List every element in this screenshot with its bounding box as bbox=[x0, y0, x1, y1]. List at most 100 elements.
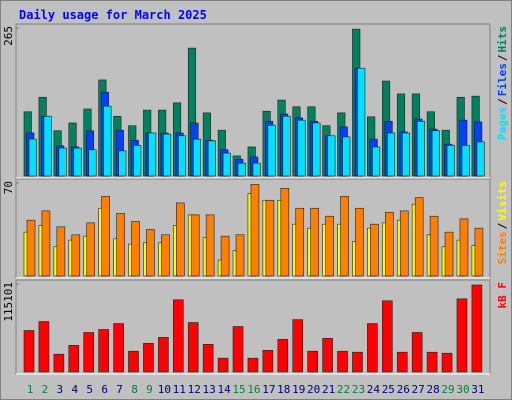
x-tick-label: 5 bbox=[86, 383, 93, 396]
legend-entry: kB F bbox=[496, 282, 509, 309]
legend-entry: Visits bbox=[496, 181, 509, 221]
bar bbox=[382, 300, 393, 373]
bar bbox=[312, 122, 321, 177]
bar bbox=[352, 351, 363, 373]
bar bbox=[178, 135, 187, 177]
bar bbox=[295, 207, 305, 277]
bar bbox=[265, 199, 275, 277]
bar bbox=[131, 221, 140, 277]
bar bbox=[68, 345, 80, 373]
x-tick-label: 10 bbox=[158, 383, 171, 396]
bar bbox=[163, 133, 172, 177]
y-tick-label: 115101 bbox=[2, 282, 15, 322]
bar bbox=[411, 332, 423, 373]
bar bbox=[399, 210, 409, 277]
bar bbox=[88, 149, 97, 177]
bar bbox=[297, 119, 306, 177]
x-tick-label: 26 bbox=[397, 383, 410, 396]
bar bbox=[441, 352, 453, 373]
bar bbox=[387, 132, 396, 177]
bar bbox=[56, 226, 66, 277]
bar bbox=[26, 219, 36, 277]
bar bbox=[252, 162, 261, 177]
bar bbox=[41, 210, 51, 277]
bar bbox=[202, 344, 214, 373]
bar bbox=[401, 132, 411, 177]
x-tick-label: 29 bbox=[441, 383, 454, 396]
x-tick-label: 16 bbox=[247, 383, 260, 396]
bar bbox=[282, 115, 291, 177]
bar bbox=[250, 184, 260, 277]
x-tick-label: 19 bbox=[292, 383, 305, 396]
bar bbox=[161, 234, 170, 277]
x-tick-label: 3 bbox=[57, 383, 64, 396]
legend: kB F bbox=[496, 282, 509, 309]
bar bbox=[459, 218, 469, 277]
bar bbox=[53, 353, 65, 373]
bar bbox=[28, 138, 37, 177]
bar bbox=[476, 141, 485, 177]
legend: Sites /Visits bbox=[496, 181, 509, 265]
bar bbox=[116, 213, 125, 277]
bar bbox=[43, 115, 52, 177]
legend-entry: Sites bbox=[496, 231, 509, 264]
x-tick-label: 31 bbox=[471, 383, 484, 396]
x-tick-label: 30 bbox=[456, 383, 469, 396]
bar bbox=[342, 136, 351, 177]
legend-entry: Files bbox=[496, 63, 509, 96]
bar bbox=[247, 357, 259, 373]
bar bbox=[86, 222, 96, 277]
bar bbox=[327, 135, 336, 177]
bar bbox=[414, 197, 424, 277]
bar bbox=[471, 284, 483, 373]
legend-separator: / bbox=[496, 54, 509, 61]
x-tick-label: 22 bbox=[337, 383, 350, 396]
legend-separator: / bbox=[496, 98, 509, 105]
x-tick-label: 23 bbox=[352, 383, 365, 396]
bar bbox=[217, 357, 229, 373]
y-tick-label: 265 bbox=[2, 26, 15, 46]
bar bbox=[385, 211, 394, 277]
x-tick-label: 12 bbox=[188, 383, 201, 396]
bar bbox=[357, 67, 366, 177]
bar bbox=[337, 350, 348, 373]
legend-entry: Hits bbox=[496, 26, 509, 53]
x-tick-label: 25 bbox=[382, 383, 395, 396]
chart-title: Daily usage for March 2025 bbox=[19, 8, 207, 22]
bar bbox=[222, 152, 231, 177]
bar bbox=[207, 140, 216, 177]
bar bbox=[267, 124, 276, 177]
x-tick-label: 18 bbox=[277, 383, 290, 396]
legend: Pages/Files/Hits bbox=[496, 26, 509, 140]
bar bbox=[176, 202, 185, 277]
bar bbox=[173, 299, 184, 373]
bar bbox=[456, 298, 468, 373]
bar bbox=[158, 337, 169, 373]
bar bbox=[83, 332, 95, 373]
bar bbox=[280, 188, 290, 277]
x-tick-label: 13 bbox=[203, 383, 216, 396]
bar bbox=[444, 231, 454, 277]
x-tick-label: 7 bbox=[116, 383, 123, 396]
x-tick-label: 4 bbox=[71, 383, 78, 396]
y-tick-label: 70 bbox=[2, 181, 15, 194]
bar bbox=[232, 326, 244, 373]
x-tick-label: 27 bbox=[412, 383, 425, 396]
bar bbox=[23, 330, 35, 373]
bar bbox=[325, 215, 334, 277]
bar bbox=[474, 227, 484, 277]
bar bbox=[446, 144, 455, 177]
x-tick-label: 21 bbox=[322, 383, 335, 396]
bar bbox=[431, 130, 440, 177]
x-tick-label: 20 bbox=[307, 383, 320, 396]
bar bbox=[103, 105, 112, 177]
bar bbox=[310, 207, 319, 277]
bar bbox=[73, 147, 82, 177]
x-tick-label: 11 bbox=[173, 383, 186, 396]
bar bbox=[113, 323, 124, 373]
x-tick-label: 14 bbox=[217, 383, 231, 396]
bar bbox=[235, 234, 245, 277]
bar bbox=[307, 350, 318, 373]
x-tick-label: 1 bbox=[27, 383, 34, 396]
